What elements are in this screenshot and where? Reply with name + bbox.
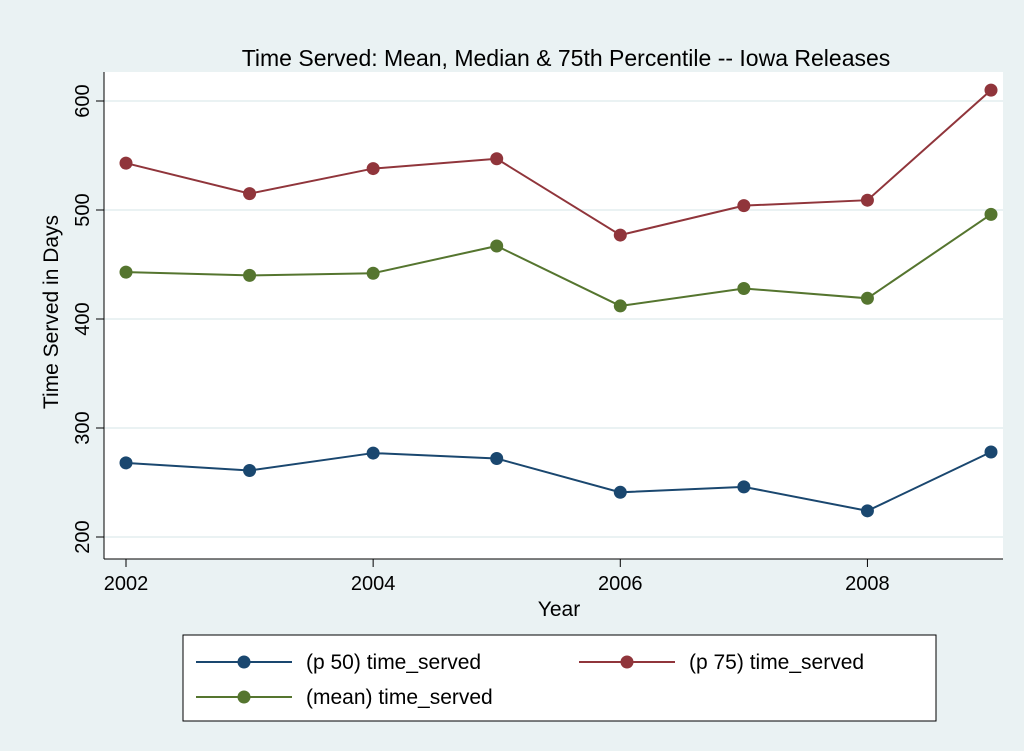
data-point (243, 187, 257, 201)
legend-label: (p 75) time_served (689, 651, 864, 674)
x-axis-title: Year (538, 598, 580, 621)
data-point (984, 83, 998, 97)
legend-label: (mean) time_served (306, 686, 493, 709)
legend: (p 50) time_served (p 75) time_served (mea… (182, 634, 937, 722)
legend-label: (p 50) time_served (306, 651, 481, 674)
y-tick-label: 600 (72, 84, 94, 117)
data-point (366, 446, 380, 460)
data-point (613, 485, 627, 499)
data-point (490, 452, 504, 466)
axes: 200 300 400 500 600 2002 2004 2006 2008 (72, 72, 1003, 595)
data-point (860, 291, 874, 305)
x-tick-label: 2008 (845, 573, 890, 595)
series-line-1 (125, 451, 992, 512)
series-line-2 (125, 89, 992, 237)
plot-area (104, 72, 1003, 559)
data-point (119, 456, 133, 470)
data-point (737, 199, 751, 213)
series-group (119, 83, 998, 518)
data-point (366, 266, 380, 280)
data-point (243, 464, 257, 478)
y-tick-label: 400 (72, 302, 94, 335)
data-point (119, 156, 133, 170)
y-tick-label: 500 (72, 193, 94, 226)
x-tick-label: 2002 (104, 573, 149, 595)
y-tick-label: 300 (72, 411, 94, 444)
x-tick-label: 2004 (351, 573, 396, 595)
chart-title: Time Served: Mean, Median & 75th Percent… (242, 45, 891, 71)
data-point (737, 281, 751, 295)
data-point (984, 207, 998, 221)
series-line-3 (125, 213, 992, 307)
data-point (119, 265, 133, 279)
data-point (984, 445, 998, 459)
data-point (613, 299, 627, 313)
legend-marker (620, 655, 634, 669)
legend-marker (237, 690, 251, 704)
x-tick-label: 2006 (598, 573, 643, 595)
data-point (366, 162, 380, 176)
data-point (860, 193, 874, 207)
data-point (860, 504, 874, 518)
gridlines (104, 100, 1003, 538)
data-point (490, 152, 504, 166)
data-point (490, 239, 504, 253)
y-axis-title: Time Served in Days (40, 215, 63, 409)
legend-marker (237, 655, 251, 669)
y-tick-label: 200 (72, 520, 94, 553)
data-point (613, 228, 627, 242)
legend-box (182, 634, 937, 722)
data-point (737, 480, 751, 494)
data-point (243, 268, 257, 282)
